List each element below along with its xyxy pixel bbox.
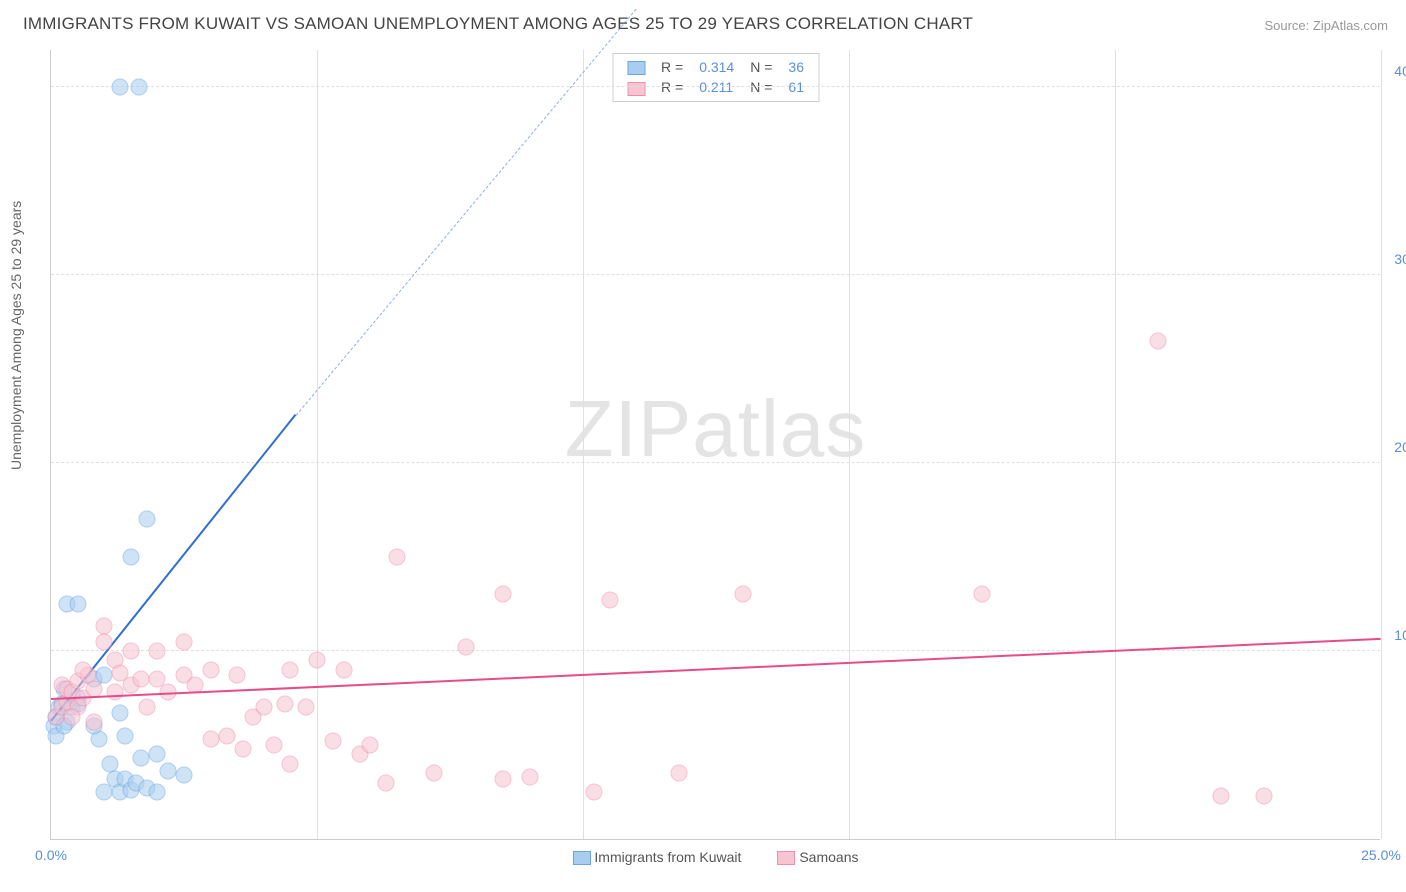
correlation-legend: R =0.314N =36R =0.211N =61 <box>612 53 819 102</box>
data-point <box>122 548 139 565</box>
x-tick-label: 25.0% <box>1361 847 1401 863</box>
data-point <box>734 586 751 603</box>
data-point <box>335 661 352 678</box>
data-point <box>1213 787 1230 804</box>
data-point <box>149 746 166 763</box>
data-point <box>96 633 113 650</box>
data-point <box>112 78 129 95</box>
data-point <box>149 642 166 659</box>
data-point <box>69 595 86 612</box>
gridline-v <box>317 50 318 839</box>
data-point <box>218 727 235 744</box>
data-point <box>149 783 166 800</box>
data-point <box>96 618 113 635</box>
data-point <box>521 768 538 785</box>
data-point <box>176 633 193 650</box>
chart-title: IMMIGRANTS FROM KUWAIT VS SAMOAN UNEMPLO… <box>23 14 973 34</box>
data-point <box>117 727 134 744</box>
data-point <box>309 652 326 669</box>
gridline-h <box>51 274 1380 275</box>
data-point <box>282 755 299 772</box>
series-legend: Immigrants from Kuwait Samoans <box>555 849 877 865</box>
data-point <box>202 731 219 748</box>
data-point <box>585 783 602 800</box>
y-tick-label: 20.0% <box>1394 439 1406 455</box>
data-point <box>298 699 315 716</box>
data-point <box>133 750 150 767</box>
data-point <box>160 763 177 780</box>
data-point <box>176 767 193 784</box>
data-point <box>96 783 113 800</box>
data-point <box>133 671 150 688</box>
y-tick-label: 30.0% <box>1394 251 1406 267</box>
data-point <box>122 642 139 659</box>
data-point <box>388 548 405 565</box>
data-point <box>378 774 395 791</box>
data-point <box>266 736 283 753</box>
data-point <box>255 699 272 716</box>
corr-legend-row: R =0.314N =36 <box>619 57 812 77</box>
source-label: Source: ZipAtlas.com <box>1264 18 1388 33</box>
corr-legend-row: R =0.211N =61 <box>619 77 812 97</box>
legend-item: Immigrants from Kuwait <box>573 849 742 865</box>
data-point <box>85 714 102 731</box>
data-point <box>74 661 91 678</box>
data-point <box>1255 787 1272 804</box>
y-tick-label: 40.0% <box>1394 63 1406 79</box>
gridline-v <box>849 50 850 839</box>
gridline-v <box>1381 50 1382 839</box>
data-point <box>974 586 991 603</box>
data-point <box>85 680 102 697</box>
data-point <box>282 661 299 678</box>
source-link[interactable]: ZipAtlas.com <box>1313 18 1388 33</box>
trend-line <box>51 638 1381 700</box>
data-point <box>130 78 147 95</box>
data-point <box>202 661 219 678</box>
gridline-h <box>51 650 1380 651</box>
x-tick-label: 0.0% <box>35 847 67 863</box>
data-point <box>234 740 251 757</box>
data-point <box>64 708 81 725</box>
data-point <box>112 665 129 682</box>
data-point <box>277 695 294 712</box>
data-point <box>138 511 155 528</box>
data-point <box>495 770 512 787</box>
y-axis-label: Unemployment Among Ages 25 to 29 years <box>8 201 24 470</box>
data-point <box>324 733 341 750</box>
data-point <box>1149 332 1166 349</box>
trend-line-dash <box>295 8 636 415</box>
data-point <box>106 684 123 701</box>
scatter-plot: ZIPatlas R =0.314N =36R =0.211N =61 Immi… <box>50 50 1380 840</box>
gridline-h <box>51 86 1380 87</box>
data-point <box>426 765 443 782</box>
gridline-v <box>1115 50 1116 839</box>
legend-item: Samoans <box>777 849 858 865</box>
data-point <box>495 586 512 603</box>
gridline-h <box>51 462 1380 463</box>
y-tick-label: 10.0% <box>1394 627 1406 643</box>
data-point <box>112 704 129 721</box>
data-point <box>138 699 155 716</box>
data-point <box>601 592 618 609</box>
source-prefix: Source: <box>1264 18 1312 33</box>
data-point <box>362 736 379 753</box>
data-point <box>457 639 474 656</box>
data-point <box>670 765 687 782</box>
data-point <box>229 667 246 684</box>
gridline-v <box>583 50 584 839</box>
